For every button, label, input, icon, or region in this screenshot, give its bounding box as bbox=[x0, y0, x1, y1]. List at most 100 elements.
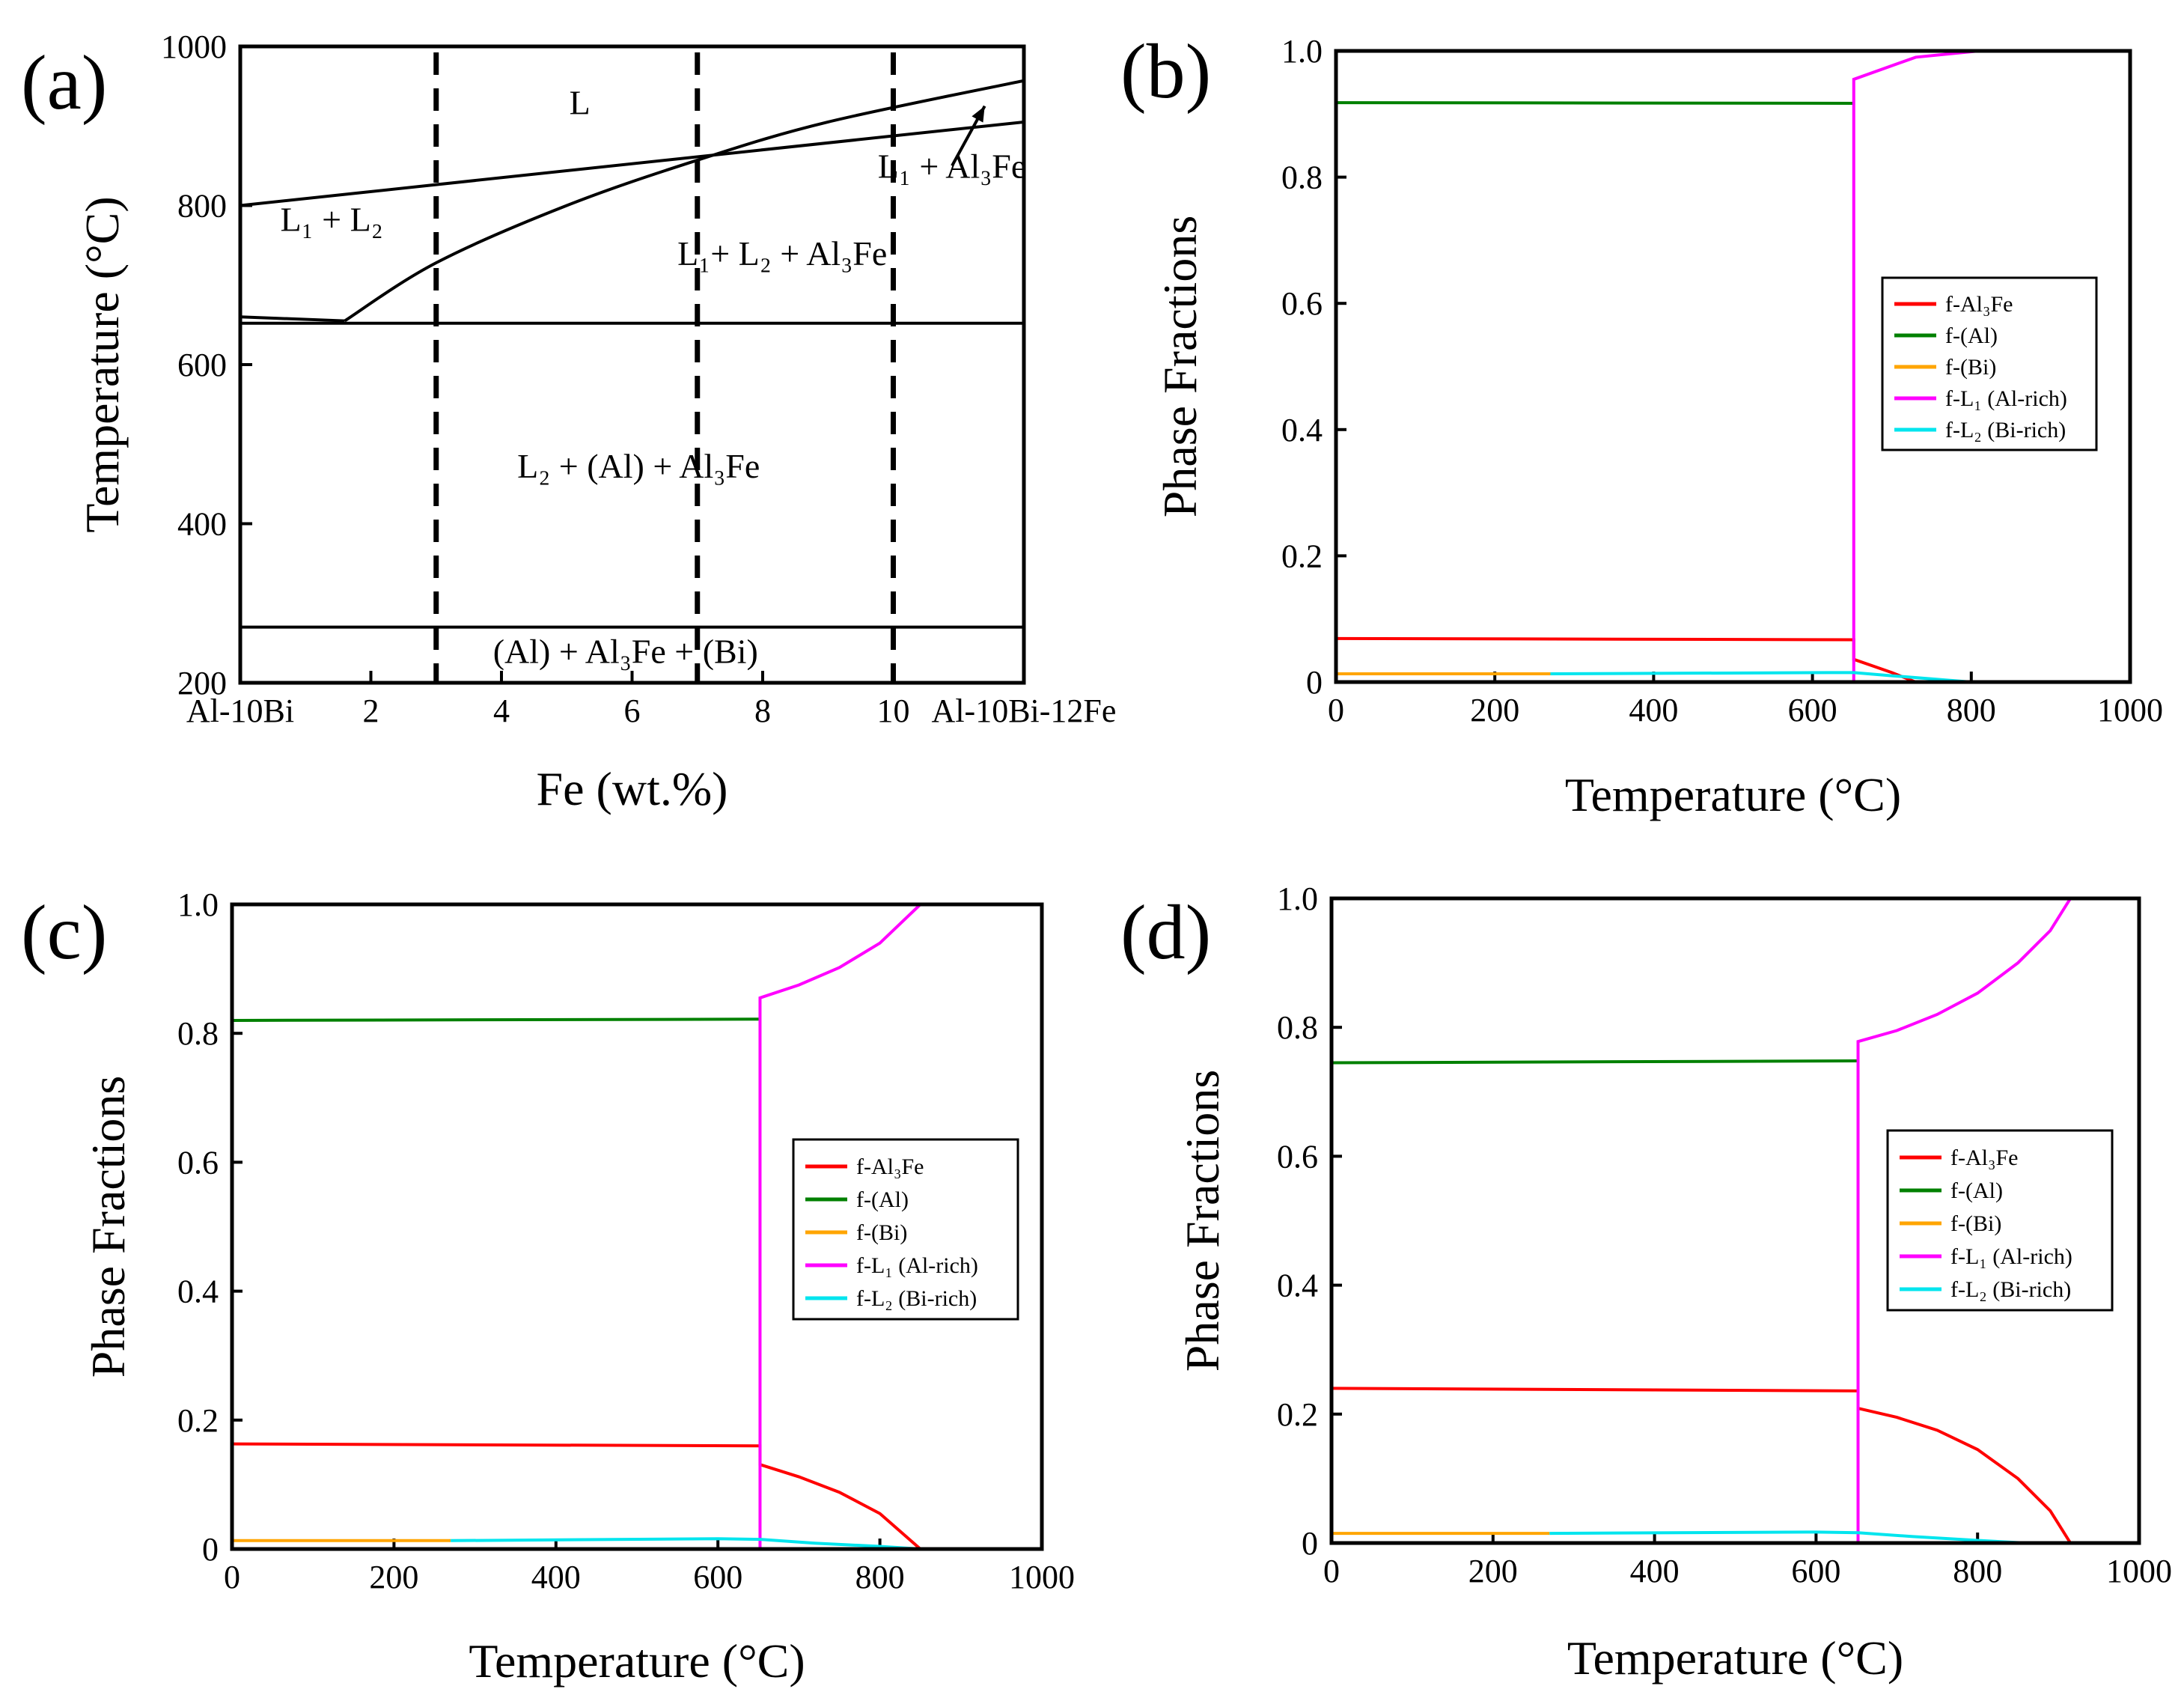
x-tick-label: 600 bbox=[1788, 692, 1837, 728]
y-tick-label: 0.4 bbox=[1281, 412, 1323, 448]
y-axis-title: Phase Fractions bbox=[1176, 1070, 1229, 1372]
series-line bbox=[758, 904, 922, 1549]
x-tick-label: 600 bbox=[1791, 1553, 1840, 1589]
legend: f-Al₃Fe f-(Al) f-(Bi) f-L₁ (Al-rich) f-L₂ (B… bbox=[1886, 1129, 2114, 1312]
panel-label-c: (c) bbox=[21, 889, 107, 976]
x-tick-label: Al-10Bi-12Fe bbox=[932, 693, 1117, 729]
legend: f-Al₃Fe f-(Al) f-(Bi) f-L₁ (Al-rich) f-L₂ (B… bbox=[1881, 276, 2098, 451]
x-tick-label: 1000 bbox=[1009, 1559, 1075, 1595]
legend-label: f-Al₃Fe bbox=[1950, 1145, 2018, 1170]
region-label: L₁+ L₂ + Al₃Fe bbox=[677, 234, 887, 273]
series-line bbox=[1549, 1530, 2027, 1543]
series-line bbox=[1332, 1059, 1858, 1065]
y-tick-label: 400 bbox=[177, 506, 227, 543]
legend-label: f-Al₃Fe bbox=[1945, 292, 2013, 317]
panel-label-b: (b) bbox=[1120, 28, 1211, 115]
panel-a: (a) Al-10Bi 2 4 6 8 10 Al-10Bi-12Fe 200 400 600 800… bbox=[21, 28, 1116, 815]
legend-label: f-(Bi) bbox=[856, 1220, 907, 1245]
y-tick-label: 0.8 bbox=[177, 1015, 219, 1052]
series-line bbox=[451, 1537, 921, 1549]
series-line bbox=[1856, 898, 2072, 1543]
legend-label: f-L₁ (Al-rich) bbox=[1945, 386, 2067, 411]
plot-area bbox=[232, 904, 922, 1549]
annotation-arrow-head bbox=[971, 106, 985, 123]
legend-label: f-L₂ (Bi-rich) bbox=[1945, 418, 2066, 442]
y-tick-label: 1.0 bbox=[1277, 880, 1318, 917]
x-tick-label: 6 bbox=[624, 693, 641, 729]
panel-c: (c) 0 200 400 600 800 1000 0 0.2 0.4 0.6 0.8 1.0 Temp… bbox=[21, 886, 1075, 1688]
region-label: (Al) + Al₃Fe + (Bi) bbox=[493, 632, 758, 670]
y-tick-label: 0.2 bbox=[177, 1402, 219, 1439]
series-line bbox=[1852, 51, 1980, 682]
legend-label: f-L₁ (Al-rich) bbox=[1950, 1244, 2072, 1269]
x-axis-title: Fe (wt.%) bbox=[537, 762, 728, 815]
legend-box bbox=[1881, 276, 2098, 451]
region-label: L bbox=[570, 83, 591, 121]
series-line bbox=[1336, 636, 1917, 682]
boundary-monotectic-corner bbox=[240, 315, 345, 323]
x-axis-title: Temperature (°C) bbox=[1565, 768, 1901, 821]
x-tick-label: 400 bbox=[1629, 692, 1678, 728]
y-tick-label: 1.0 bbox=[177, 886, 219, 923]
y-tick-label: 0 bbox=[202, 1531, 219, 1568]
legend: f-Al₃Fe f-(Al) f-(Bi) f-L₁ (Al-rich) f-L₂ (B… bbox=[792, 1138, 1019, 1321]
y-tick-label: 0.4 bbox=[177, 1273, 219, 1310]
plot-area bbox=[240, 52, 1024, 683]
y-tick-label: 1000 bbox=[161, 28, 227, 65]
x-tick-label: 0 bbox=[1323, 1553, 1340, 1589]
region-label: L₁ + L₂ bbox=[281, 201, 383, 239]
legend-label: f-(Al) bbox=[856, 1187, 909, 1212]
plot-area bbox=[1332, 898, 2072, 1543]
x-tick-label: 200 bbox=[1470, 692, 1519, 728]
plot-frame bbox=[230, 902, 1044, 1551]
panel-label-d: (d) bbox=[1120, 889, 1211, 976]
x-tick-label: 2 bbox=[363, 693, 379, 729]
x-axis-title: Temperature (°C) bbox=[1567, 1631, 1903, 1685]
x-tick-label: 200 bbox=[1468, 1553, 1518, 1589]
x-tick-label: 1000 bbox=[2106, 1553, 2172, 1589]
x-tick-label: 800 bbox=[855, 1559, 905, 1595]
y-axis-title: Temperature (°C) bbox=[76, 196, 129, 532]
y-tick-label: 0.2 bbox=[1281, 538, 1323, 574]
panel-d: (d) 0 200 400 600 800 1000 0 0.2 0.4 0.6 0.8 1.0 Temp… bbox=[1120, 880, 2172, 1685]
legend-label: f-L₂ (Bi-rich) bbox=[1950, 1277, 2071, 1302]
y-tick-label: 0.4 bbox=[1277, 1268, 1318, 1304]
x-tick-label: 800 bbox=[1947, 692, 1996, 728]
x-tick-label: 0 bbox=[224, 1559, 240, 1595]
y-tick-label: 0.6 bbox=[1281, 285, 1323, 322]
x-tick-label: 10 bbox=[877, 693, 910, 729]
y-axis-title: Phase Fractions bbox=[82, 1076, 135, 1378]
y-axis-title: Phase Fractions bbox=[1153, 216, 1207, 518]
legend-label: f-(Bi) bbox=[1945, 355, 1996, 380]
plot-area bbox=[1336, 51, 1980, 682]
series-line bbox=[1332, 1387, 2072, 1543]
y-tick-label: 1.0 bbox=[1281, 33, 1323, 70]
plot-frame bbox=[238, 44, 1026, 685]
legend-label: f-(Bi) bbox=[1950, 1211, 2001, 1236]
legend-box bbox=[792, 1138, 1019, 1321]
series-line bbox=[232, 1017, 760, 1022]
series-line bbox=[1550, 671, 1971, 682]
panel-label-a: (a) bbox=[21, 40, 107, 126]
x-tick-label: 200 bbox=[369, 1559, 418, 1595]
legend-label: f-L₁ (Al-rich) bbox=[856, 1253, 978, 1278]
legend-label: f-(Al) bbox=[1945, 323, 1998, 348]
y-tick-label: 0.8 bbox=[1277, 1009, 1318, 1046]
legend-label: f-Al₃Fe bbox=[856, 1154, 924, 1179]
y-tick-label: 0.2 bbox=[1277, 1396, 1318, 1433]
legend-label: f-(Al) bbox=[1950, 1178, 2003, 1203]
series-line bbox=[232, 1442, 922, 1549]
x-tick-label: 1000 bbox=[2097, 692, 2163, 728]
legend-box bbox=[1886, 1129, 2114, 1312]
x-axis-title: Temperature (°C) bbox=[469, 1634, 805, 1688]
y-tick-label: 600 bbox=[177, 347, 227, 383]
panel-b: (b) 0 200 400 600 800 1000 0 0.2 0.4 0.6 0.8 1.0 Temp… bbox=[1120, 28, 2163, 821]
plot-frame bbox=[1334, 49, 2132, 684]
y-tick-label: 0.6 bbox=[1277, 1138, 1318, 1175]
x-tick-label: 8 bbox=[754, 693, 771, 729]
region-label: L₂ + (Al) + Al₃Fe bbox=[517, 447, 760, 485]
x-tick-label: 400 bbox=[531, 1559, 581, 1595]
legend-label: f-L₂ (Bi-rich) bbox=[856, 1286, 977, 1311]
x-tick-label: 4 bbox=[493, 693, 510, 729]
